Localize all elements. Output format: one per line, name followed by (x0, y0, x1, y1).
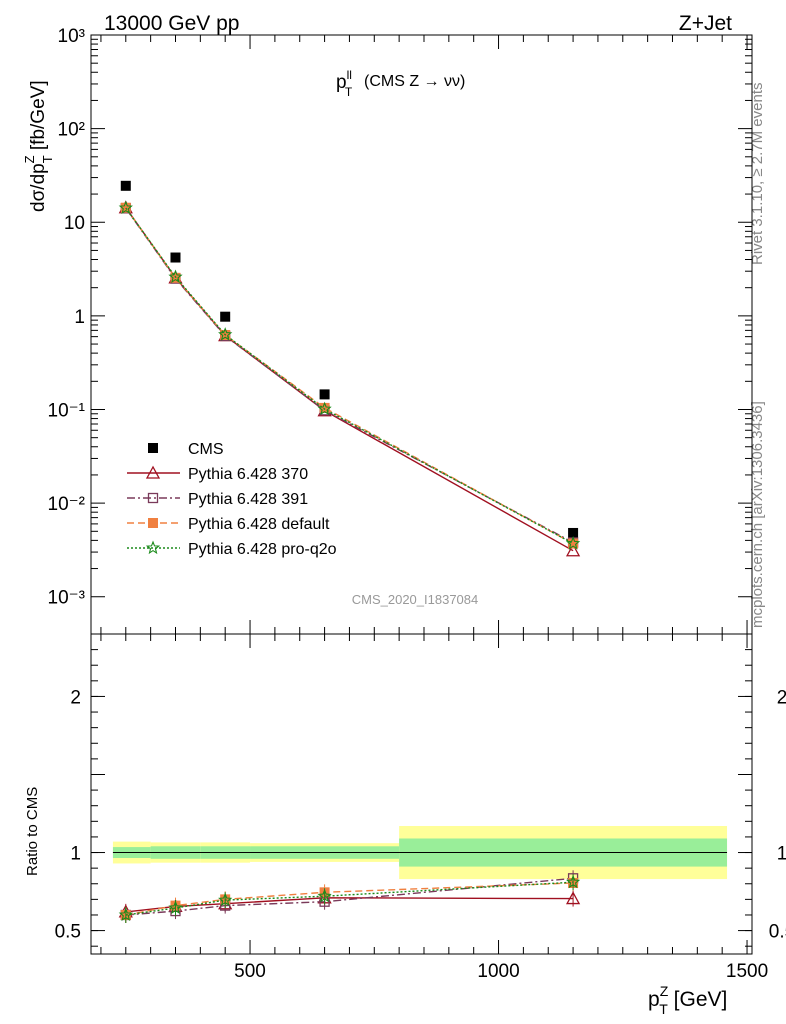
main-y-tick-label: 10⁻² (48, 494, 86, 515)
ratio-axis-ticks (91, 634, 752, 954)
data-point (170, 252, 181, 263)
x-axis-label: pZ T [GeV] (648, 983, 727, 1017)
ratio-data-point (218, 892, 233, 907)
data-point (317, 401, 332, 416)
data-point (218, 327, 233, 341)
plot-title-base: p (336, 72, 347, 93)
legend-label: Pythia 6.428 370 (188, 466, 308, 483)
ratio-data-point (168, 900, 183, 914)
data-point (565, 535, 581, 550)
mcplots-text: mcplots.cern.ch [arXiv:1306.3436] (749, 401, 766, 628)
svg-text:dσ/dpTZ [fb/GeV]: dσ/dpTZ [fb/GeV] (22, 80, 55, 212)
data-point (118, 200, 133, 214)
main-series-layer (118, 180, 581, 557)
data-point (220, 311, 231, 322)
ratio-plot-panel: 0.5 0.5 1 1 2 2 500 1000 1500 Ratio to CMS pZT … (24, 633, 786, 1017)
ratio-data-point (317, 888, 332, 903)
main-y-tick-labels: 10⁻³ 10⁻² 10⁻¹ 1 10 10² 10³ (48, 26, 86, 609)
legend-marker (148, 518, 158, 528)
ratio-y-axis-label: Ratio to CMS (24, 787, 41, 876)
rivet-version-text: Rivet 3.1.10, ≥ 2.7M events (749, 83, 766, 266)
ratio-data-point (565, 891, 581, 905)
ratio-series-pythia-6-428-pro-q2o (118, 874, 581, 923)
main-y-tick-label: 10⁻¹ (48, 400, 86, 421)
plot-title-sub: T (345, 85, 353, 99)
main-axis-ticks (91, 34, 752, 634)
ylabel-sub: T (40, 155, 55, 163)
legend-label: Pythia 6.428 391 (188, 491, 308, 508)
data-point (565, 543, 581, 557)
xlabel-base: p (648, 988, 660, 1011)
legend-item: Pythia 6.428 pro-q2o (127, 540, 337, 558)
series-line (125, 207, 574, 545)
legend-marker (148, 443, 158, 453)
x-tick-label: 1000 (477, 961, 519, 982)
analysis-watermark: CMS_2020_I1837084 (352, 592, 479, 607)
legend-marker (145, 465, 161, 479)
main-y-tick-label: 10 (64, 213, 85, 234)
legend-label: CMS (188, 441, 224, 458)
x-tick-label: 1500 (726, 961, 768, 982)
ratio-data-point (118, 907, 133, 921)
main-y-tick-label: 10² (58, 120, 85, 141)
legend-marker (145, 540, 161, 555)
main-y-tick-label: 1 (74, 307, 85, 328)
ylabel-sup: Z (22, 155, 37, 163)
ratio-y-tick-label: 2 (70, 687, 81, 708)
ratio-series-line (125, 877, 574, 916)
main-y-axis-label: dσ/dpTZ [fb/GeV] (22, 80, 55, 212)
xlabel-sup: Z (660, 983, 669, 999)
xlabel-sub: T (659, 1001, 668, 1017)
legend-item: CMS (148, 441, 224, 458)
plot-title-sup: ll (347, 68, 352, 82)
series-pythia-6-428-pro-q2o (118, 200, 581, 550)
header-right-title: Z+Jet (679, 12, 732, 35)
main-y-tick-label: 10³ (58, 26, 85, 47)
series-cms (120, 180, 579, 538)
ratio-data-point (565, 874, 581, 889)
svg-text:pZT [GeV]: pZ T [GeV] (648, 983, 727, 1017)
xlabel-rest: [GeV] (668, 988, 728, 1011)
data-point (568, 538, 579, 549)
ratio-y-tick-label: 1 (70, 844, 81, 865)
legend-item: Pythia 6.428 391 (127, 491, 308, 508)
ratio-y-tick-label-right: 2 (777, 687, 786, 708)
header-left-title: 13000 GeV pp (104, 12, 239, 35)
ylabel-a: dσ/dp (28, 163, 49, 212)
plot-title-rest: (CMS Z → νν) (364, 73, 465, 90)
ratio-y-tick-label-right: 0.5 (769, 922, 786, 943)
legend-marker (147, 492, 159, 504)
data-point (168, 269, 183, 284)
main-y-tick-label: 10⁻³ (48, 588, 86, 609)
legend-item: Pythia 6.428 370 (127, 465, 308, 483)
data-point (319, 389, 330, 400)
ylabel-b: [fb/GeV] (28, 80, 49, 155)
x-tick-label: 500 (234, 961, 266, 982)
legend-label: Pythia 6.428 pro-q2o (188, 541, 337, 558)
data-point (120, 180, 131, 191)
plot-title: pll T (CMS Z → νν) (336, 68, 465, 99)
ratio-y-tick-labels: 0.5 0.5 1 1 2 2 (55, 687, 786, 942)
ratio-y-tick-label-right: 1 (777, 844, 786, 865)
data-point (319, 402, 330, 413)
legend-item: Pythia 6.428 default (127, 516, 330, 533)
ratio-x-tick-labels: 500 1000 1500 (234, 961, 768, 982)
data-point (120, 202, 131, 213)
ratio-plot-frame (90, 633, 753, 955)
legend-label: Pythia 6.428 default (188, 516, 330, 533)
ratio-series-layer (118, 870, 581, 923)
legend: CMS Pythia 6.428 370 Pythia 6.428 391 Pythi… (127, 441, 337, 558)
data-point (568, 527, 579, 538)
ratio-y-tick-label: 0.5 (55, 922, 81, 943)
